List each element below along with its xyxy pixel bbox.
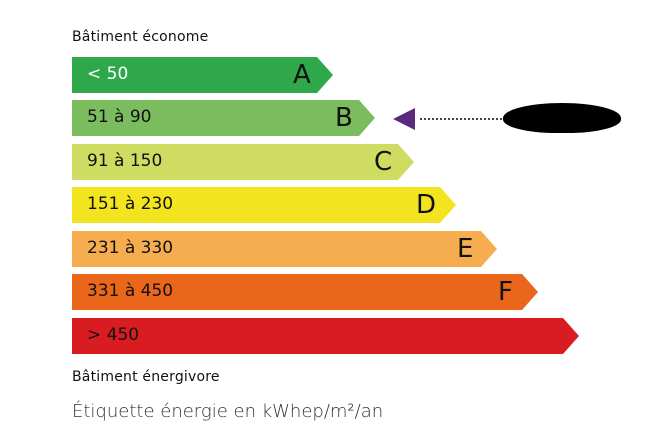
class-letter: B xyxy=(335,103,353,133)
class-letter: C xyxy=(374,147,393,177)
class-range: < 50 xyxy=(87,64,129,84)
class-range: 91 à 150 xyxy=(87,151,163,171)
class-letter: E xyxy=(457,234,474,264)
redacted-value xyxy=(503,103,621,133)
class-range: > 450 xyxy=(87,325,140,345)
class-range: 151 à 230 xyxy=(87,194,174,214)
indicator-arrow-icon xyxy=(393,108,415,130)
top-label: Bâtiment économe xyxy=(72,29,209,45)
class-letter: F xyxy=(498,277,513,307)
caption: Étiquette énergie en kWhep/m²/an xyxy=(72,401,384,422)
class-bar-c: 91 à 150 C xyxy=(72,144,414,180)
class-bar-d: 151 à 230 D xyxy=(72,187,456,223)
class-range: 331 à 450 xyxy=(87,281,174,301)
class-letter: D xyxy=(416,190,437,220)
indicator-dotted-line xyxy=(420,118,502,120)
class-range: 51 à 90 xyxy=(87,107,152,127)
class-bar-b: 51 à 90 B xyxy=(72,100,375,136)
class-bar-a: < 50 A xyxy=(72,57,333,93)
class-letter: A xyxy=(293,60,311,90)
bottom-label: Bâtiment énergivore xyxy=(72,369,220,385)
class-range: 231 à 330 xyxy=(87,238,174,258)
class-bar-g: > 450 xyxy=(72,318,579,354)
class-bar-e: 231 à 330 E xyxy=(72,231,497,267)
class-bar-f: 331 à 450 F xyxy=(72,274,538,310)
